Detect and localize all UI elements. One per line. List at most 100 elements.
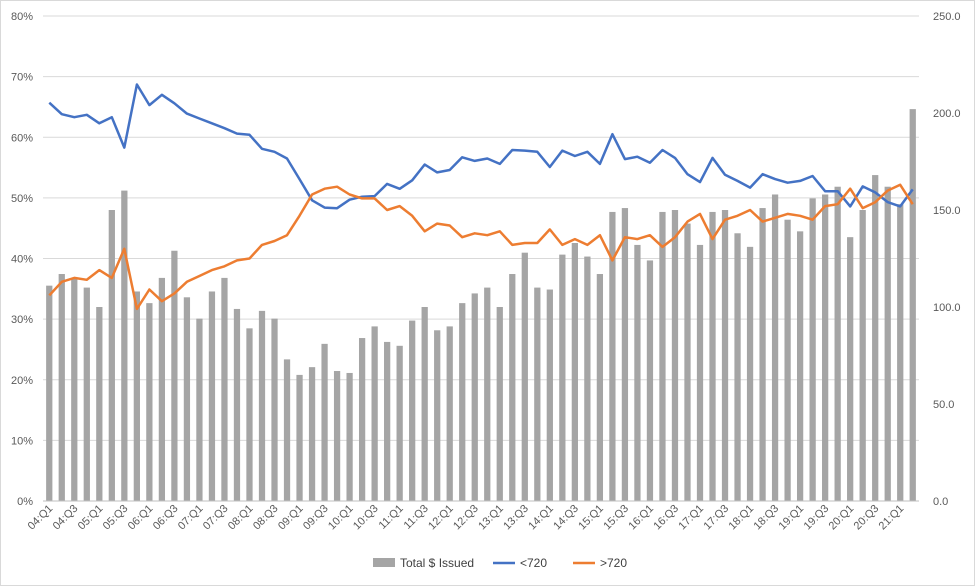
bar (296, 374, 303, 501)
bar (108, 210, 115, 501)
legend-label: Total $ Issued (400, 556, 474, 570)
bar (83, 287, 90, 501)
x-tick-label: 09:Q3 (301, 503, 331, 533)
bar (609, 211, 616, 501)
bar (158, 277, 166, 501)
bar (321, 343, 328, 501)
bar (671, 210, 679, 501)
x-tick-label: 18:Q3 (752, 503, 782, 533)
bar (859, 210, 866, 501)
x-tick-label: 17:Q3 (701, 503, 731, 533)
x-tick-label: 19:Q3 (802, 503, 832, 533)
left-tick-label: 50% (11, 193, 33, 205)
left-tick-label: 30% (11, 314, 33, 326)
x-tick-label: 18:Q1 (727, 503, 757, 533)
left-tick-label: 60% (11, 132, 33, 144)
x-tick-label: 11:Q3 (402, 503, 431, 532)
bar (384, 341, 391, 501)
left-tick-label: 0% (17, 496, 33, 508)
bar (221, 277, 228, 501)
below-720-line (48, 83, 914, 210)
bar (571, 242, 578, 502)
bar (308, 367, 316, 501)
left-tick-label: 20% (11, 375, 33, 387)
x-tick-label: 05:Q3 (101, 503, 131, 533)
x-tick-label: 20:Q3 (852, 503, 882, 533)
right-tick-label: 0.0 (933, 496, 948, 508)
bar (621, 208, 629, 501)
x-tick-label: 16:Q1 (626, 503, 656, 533)
right-tick-label: 200.0 (933, 108, 961, 120)
bar (847, 237, 854, 501)
bar (171, 250, 178, 501)
left-tick-label: 80% (11, 11, 33, 23)
bar (897, 204, 904, 501)
bar (196, 318, 203, 501)
right-tick-label: 150.0 (933, 205, 961, 217)
x-tick-label: 09:Q1 (276, 503, 306, 533)
bar (146, 303, 153, 501)
bar (471, 293, 478, 501)
bar (509, 274, 516, 501)
bar (521, 252, 528, 501)
bar (258, 310, 266, 501)
x-tick-label: 12:Q1 (426, 503, 456, 533)
bar (746, 246, 754, 501)
right-tick-label: 250.0 (933, 11, 961, 23)
x-tick-label: 15:Q1 (576, 503, 606, 533)
bar (421, 307, 428, 501)
bar (133, 291, 140, 501)
bar (434, 330, 441, 501)
x-tick-label: 10:Q3 (351, 503, 381, 533)
bar (96, 307, 103, 501)
x-tick-label: 14:Q3 (551, 503, 581, 533)
right-tick-label: 100.0 (933, 302, 961, 314)
bar (721, 210, 729, 501)
bar (246, 328, 253, 501)
bar (834, 186, 841, 501)
x-tick-label: 08:Q1 (226, 503, 256, 533)
bar (283, 359, 291, 501)
x-tick-label: 10:Q1 (326, 503, 356, 533)
left-axis: 0% 10% 20% 30% 40% 50% 60% 70% 80% (11, 11, 33, 508)
bar (409, 320, 416, 501)
left-tick-label: 10% (11, 435, 33, 447)
legend: Total $ Issued <720 >720 (373, 556, 627, 570)
x-tick-label: 13:Q1 (476, 503, 506, 533)
bar (759, 208, 766, 501)
bar (534, 287, 541, 501)
bar (71, 277, 78, 501)
x-tick-label: 11:Q1 (377, 503, 406, 532)
x-tick-label: 05:Q1 (76, 503, 106, 533)
bar (271, 318, 278, 501)
bar (371, 326, 378, 501)
bar (121, 190, 128, 501)
bar (596, 274, 604, 501)
x-tick-label: 07:Q1 (176, 503, 206, 533)
x-tick-label: 21:Q1 (877, 503, 907, 533)
legend-label: <720 (520, 556, 547, 570)
x-tick-label: 04:Q3 (51, 503, 81, 533)
x-tick-label: 20:Q1 (827, 503, 857, 533)
bar (559, 254, 566, 501)
right-axis: 0.0 50.0 100.0 150.0 200.0 250.0 (933, 11, 961, 508)
bar (183, 297, 191, 501)
bar (233, 308, 241, 501)
left-tick-label: 40% (11, 254, 33, 266)
bar (446, 326, 453, 501)
bar (584, 256, 591, 501)
bar (346, 372, 353, 501)
bar (684, 223, 691, 501)
x-tick-label: 08:Q3 (251, 503, 281, 533)
legend-label: >720 (600, 556, 627, 570)
bar (396, 345, 403, 501)
bar (809, 198, 816, 502)
bar (696, 244, 704, 502)
bar (459, 303, 466, 501)
x-tick-label: 06:Q3 (151, 503, 181, 533)
bar (784, 219, 791, 501)
x-tick-label: 13:Q3 (501, 503, 531, 533)
bar (358, 338, 366, 501)
x-tick-label: 12:Q3 (451, 503, 481, 533)
